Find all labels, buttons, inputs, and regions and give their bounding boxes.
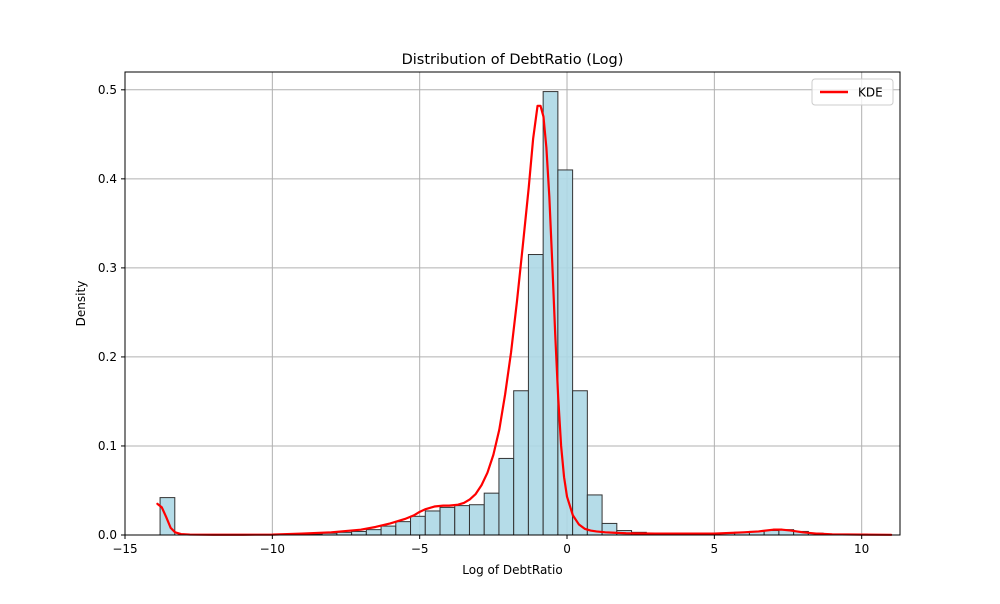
histogram-bar — [542, 91, 559, 536]
y-axis-label: Density — [74, 281, 88, 327]
x-tick-label: 0 — [563, 542, 571, 556]
y-tick-label: 0.5 — [98, 83, 117, 97]
histogram-bar — [410, 515, 426, 536]
histogram-bar — [468, 504, 485, 536]
histogram-bar — [586, 494, 603, 536]
y-tick-label: 0.0 — [98, 528, 117, 542]
histogram-bar — [454, 505, 470, 536]
histogram-bar — [365, 529, 382, 536]
y-tick-label: 0.2 — [98, 350, 117, 364]
legend: KDE — [811, 78, 894, 106]
y-tick-label: 0.1 — [98, 439, 117, 453]
x-tick-label: −15 — [112, 542, 137, 556]
kde-curve-layer — [156, 104, 893, 536]
x-axis-label: Log of DebtRatio — [462, 563, 562, 577]
x-tick-label: 5 — [711, 542, 719, 556]
legend-kde-label: KDE — [858, 86, 883, 100]
histogram-bar — [395, 521, 412, 536]
x-tick-label: −5 — [411, 542, 429, 556]
histogram-bar — [527, 254, 544, 536]
axis-ticks: −15 −10 −5 0 5 10 0.0 0.1 0.2 0.3 0.4 0.5 — [98, 83, 869, 556]
x-tick-label: −10 — [260, 542, 285, 556]
histogram-bar — [380, 525, 397, 536]
histogram-bar — [351, 530, 367, 536]
y-tick-label: 0.4 — [98, 172, 117, 186]
histogram-bar — [424, 510, 441, 536]
histogram-bar — [483, 492, 500, 536]
chart-title: Distribution of DebtRatio (Log) — [402, 52, 624, 68]
kde-line — [156, 104, 893, 536]
histogram-bar — [572, 390, 588, 536]
plot-area-frame — [124, 71, 901, 536]
y-tick-label: 0.3 — [98, 261, 117, 275]
x-tick-label: 10 — [854, 542, 869, 556]
histogram-bar — [439, 506, 456, 536]
histogram-bar — [498, 457, 515, 536]
legend-box — [811, 78, 894, 106]
histogram-bar — [513, 390, 529, 536]
